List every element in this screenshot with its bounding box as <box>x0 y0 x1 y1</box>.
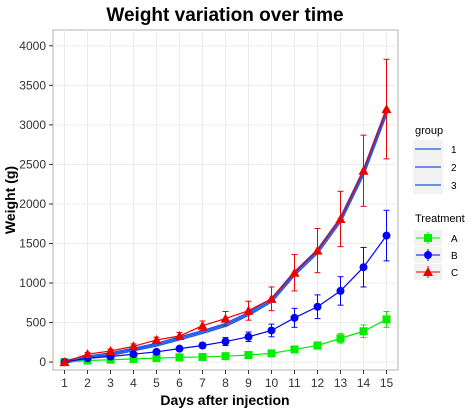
data-point-B <box>267 326 276 335</box>
x-tick-label: 14 <box>357 376 371 390</box>
data-point-A <box>267 349 276 358</box>
data-point-C <box>243 305 254 315</box>
data-point-B <box>198 341 207 350</box>
x-tick-label: 6 <box>176 376 183 390</box>
data-point-C <box>358 165 369 175</box>
legends: group 1 2 3 Treatment ABC <box>413 125 465 280</box>
x-tick-label: 10 <box>265 376 279 390</box>
grid <box>53 30 398 370</box>
y-tick-label: 3000 <box>19 118 46 132</box>
y-tick-label: 0 <box>39 355 46 369</box>
legend-title: group <box>415 125 443 137</box>
fit-line-3 <box>63 110 387 362</box>
data-point-B <box>359 263 368 272</box>
data-point-C <box>266 293 277 303</box>
data-point-A <box>129 354 138 363</box>
legend-label: A <box>451 234 458 245</box>
data-point-B <box>336 286 345 295</box>
legend-label: 2 <box>451 163 457 174</box>
series-C <box>59 58 392 367</box>
x-tick-label: 5 <box>153 376 160 390</box>
data-point-C <box>174 331 185 340</box>
data-point-A <box>290 345 299 354</box>
chart-title: Weight variation over time <box>106 5 343 26</box>
y-tick-label: 2000 <box>19 197 46 211</box>
x-tick-label: 9 <box>245 376 252 390</box>
data-point-C <box>82 349 93 359</box>
y-tick-label: 3500 <box>19 78 46 92</box>
data-point-C <box>197 320 208 330</box>
series-layer <box>59 58 392 367</box>
x-tick-label: 12 <box>311 376 325 390</box>
x-tick-label: 4 <box>130 376 137 390</box>
x-tick-label: 8 <box>222 376 229 390</box>
data-point-C <box>59 357 70 367</box>
legend-key-marker <box>423 267 433 276</box>
legend-treatment: Treatment ABC <box>414 213 465 280</box>
y-tick-label: 1000 <box>19 276 46 290</box>
data-point-C <box>381 104 392 114</box>
data-point-A <box>175 353 184 362</box>
data-point-C <box>289 267 300 277</box>
legend-group: group 1 2 3 <box>413 125 457 194</box>
data-point-B <box>382 231 391 240</box>
y-tick-label: 500 <box>26 316 46 330</box>
x-tick-label: 11 <box>288 376 301 390</box>
data-point-A <box>152 354 161 363</box>
x-tick-label: 13 <box>334 376 348 390</box>
data-point-C <box>105 346 116 356</box>
data-point-B <box>129 350 138 359</box>
data-point-C <box>128 341 139 351</box>
data-point-B <box>244 332 253 341</box>
y-tick-label: 1500 <box>19 236 46 250</box>
legend-key-marker <box>424 251 432 259</box>
data-point-A <box>313 341 322 350</box>
x-tick-label: 7 <box>199 376 206 390</box>
data-point-C <box>335 213 346 223</box>
x-axis-title: Days after injection <box>160 392 289 408</box>
data-point-C <box>312 245 323 255</box>
data-point-C <box>151 334 162 344</box>
data-point-A <box>198 352 207 361</box>
data-point-C <box>220 313 231 323</box>
y-tick-label: 2500 <box>19 157 46 171</box>
data-point-A <box>336 334 345 343</box>
data-point-A <box>244 350 253 359</box>
series-B <box>60 209 391 367</box>
data-point-A <box>221 352 230 361</box>
data-point-B <box>175 344 184 353</box>
x-tick-label: 15 <box>380 376 394 390</box>
data-point-B <box>221 337 230 346</box>
x-tick-label: 3 <box>107 376 114 390</box>
data-point-A <box>359 327 368 336</box>
x-tick-label: 1 <box>61 376 68 390</box>
data-point-B <box>152 347 161 356</box>
y-axis-title: Weight (g) <box>2 166 18 234</box>
legend-key-marker <box>424 234 432 242</box>
y-tick-label: 4000 <box>19 39 46 53</box>
data-point-A <box>382 315 391 324</box>
data-point-B <box>290 313 299 322</box>
legend-label: 3 <box>451 181 457 192</box>
legend-title: Treatment <box>415 213 465 225</box>
legend-label: B <box>451 251 458 262</box>
x-tick-label: 2 <box>84 376 91 390</box>
data-point-B <box>313 302 322 311</box>
legend-label: C <box>451 268 458 279</box>
legend-label: 1 <box>451 145 457 156</box>
